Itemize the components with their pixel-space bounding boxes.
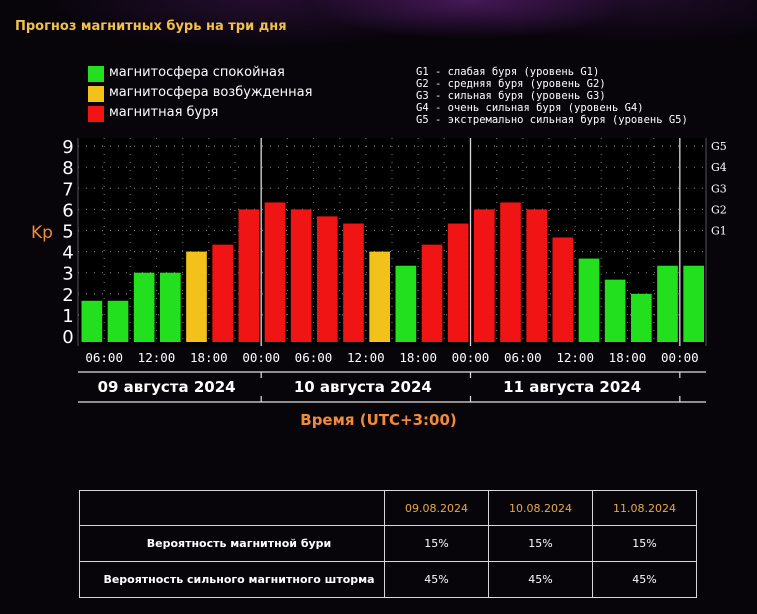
x-tick-label: 12:00 — [556, 350, 594, 365]
kp-bar — [317, 216, 338, 342]
header-glow — [0, 0, 757, 60]
g-level-label: G4 — [711, 161, 727, 174]
legend-swatch-active — [88, 86, 104, 102]
y-tick-label: 4 — [62, 243, 73, 264]
y-axis-label: Kp — [31, 223, 53, 243]
table-cell: 15% — [384, 525, 489, 562]
y-tick-label: 6 — [62, 200, 73, 221]
table-corner-cell — [79, 490, 385, 526]
y-tick-label: 1 — [62, 306, 73, 327]
y-tick-label: 7 — [62, 179, 73, 200]
kp-bar — [186, 251, 207, 342]
g-legend-g4: G4 - очень сильная буря (уровень G4) — [416, 102, 644, 114]
y-tick-label: 9 — [62, 137, 73, 158]
kp-bar — [212, 244, 233, 342]
x-axis-title: Время (UTC+3:00) — [300, 411, 457, 429]
table-header-day3: 11.08.2024 — [592, 490, 697, 526]
table-cell: 45% — [592, 561, 697, 598]
table-cell: 15% — [592, 525, 697, 562]
table-row: Вероятность сильного магнитного шторма 4… — [79, 561, 697, 598]
g-level-legend: G1 - слабая буря (уровень G1) G2 - средн… — [416, 66, 688, 126]
day-label: 10 августа 2024 — [294, 378, 432, 396]
x-tick-label: 00:00 — [452, 350, 490, 365]
table-header-day1: 09.08.2024 — [384, 490, 489, 526]
kp-bar — [264, 202, 286, 342]
x-tick-label: 18:00 — [609, 350, 647, 365]
kp-bar — [81, 300, 103, 342]
kp-bar — [474, 209, 495, 342]
y-tick-label: 3 — [62, 264, 73, 285]
kp-bar — [369, 251, 390, 342]
y-tick-label: 5 — [62, 222, 73, 243]
kp-bar — [578, 258, 600, 342]
legend-label-quiet: магнитосфера спокойная — [109, 65, 285, 80]
kp-bar — [447, 223, 469, 342]
table-header-day2: 10.08.2024 — [488, 490, 593, 526]
legend-swatch-storm — [88, 106, 104, 122]
table-row-label: Вероятность сильного магнитного шторма — [79, 561, 385, 598]
x-tick-label: 00:00 — [242, 350, 280, 365]
g-level-label: G2 — [711, 203, 727, 216]
kp-bar — [290, 209, 312, 342]
x-tick-label: 12:00 — [138, 350, 176, 365]
kp-bar — [526, 209, 547, 342]
page-title: Прогноз магнитных бурь на три дня — [15, 19, 287, 34]
kp-bar — [631, 293, 652, 342]
legend-swatch-quiet — [88, 66, 104, 82]
kp-bar — [500, 202, 521, 342]
table-row-label: Вероятность магнитной бури — [79, 525, 385, 562]
legend-label-active: магнитосфера возбужденная — [109, 85, 313, 100]
table-cell: 15% — [488, 525, 593, 562]
legend-label-storm: магнитная буря — [109, 105, 219, 120]
table-cell: 45% — [488, 561, 593, 598]
probability-table: 09.08.2024 10.08.2024 11.08.2024 Вероятн… — [79, 490, 697, 598]
kp-bar — [395, 265, 417, 342]
kp-bar — [107, 300, 129, 342]
kp-bar — [552, 237, 574, 342]
g-legend-g2: G2 - средняя буря (уровень G2) — [416, 78, 606, 90]
day-label: 11 августа 2024 — [503, 378, 641, 396]
x-tick-label: 18:00 — [190, 350, 228, 365]
x-tick-label: 06:00 — [295, 350, 333, 365]
g-level-label: G5 — [711, 140, 727, 153]
x-tick-label: 12:00 — [347, 350, 385, 365]
table-row: Вероятность магнитной бури 15% 15% 15% — [79, 525, 697, 562]
kp-bar — [657, 265, 678, 342]
g-legend-g1: G1 - слабая буря (уровень G1) — [416, 66, 600, 78]
y-tick-label: 0 — [62, 327, 73, 348]
kp-bar — [421, 244, 443, 342]
table-header-row: 09.08.2024 10.08.2024 11.08.2024 — [79, 490, 697, 526]
kp-bar — [343, 223, 364, 342]
kp-bar — [683, 265, 704, 342]
x-tick-label: 18:00 — [399, 350, 437, 365]
kp-bar — [133, 272, 155, 342]
x-tick-label: 06:00 — [504, 350, 542, 365]
g-legend-g5: G5 - экстремально сильная буря (уровень … — [416, 114, 688, 126]
x-tick-label: 06:00 — [85, 350, 123, 365]
kp-bar — [238, 209, 260, 342]
g-legend-g3: G3 - сильная буря (уровень G3) — [416, 90, 606, 102]
table-cell: 45% — [384, 561, 489, 598]
g-level-label: G3 — [711, 182, 727, 195]
y-tick-label: 8 — [62, 158, 73, 179]
x-tick-label: 00:00 — [661, 350, 699, 365]
day-label: 09 августа 2024 — [98, 378, 236, 396]
y-tick-label: 2 — [62, 285, 73, 306]
kp-bar — [604, 279, 626, 342]
kp-bar — [160, 272, 181, 342]
g-level-label: G1 — [711, 225, 727, 238]
